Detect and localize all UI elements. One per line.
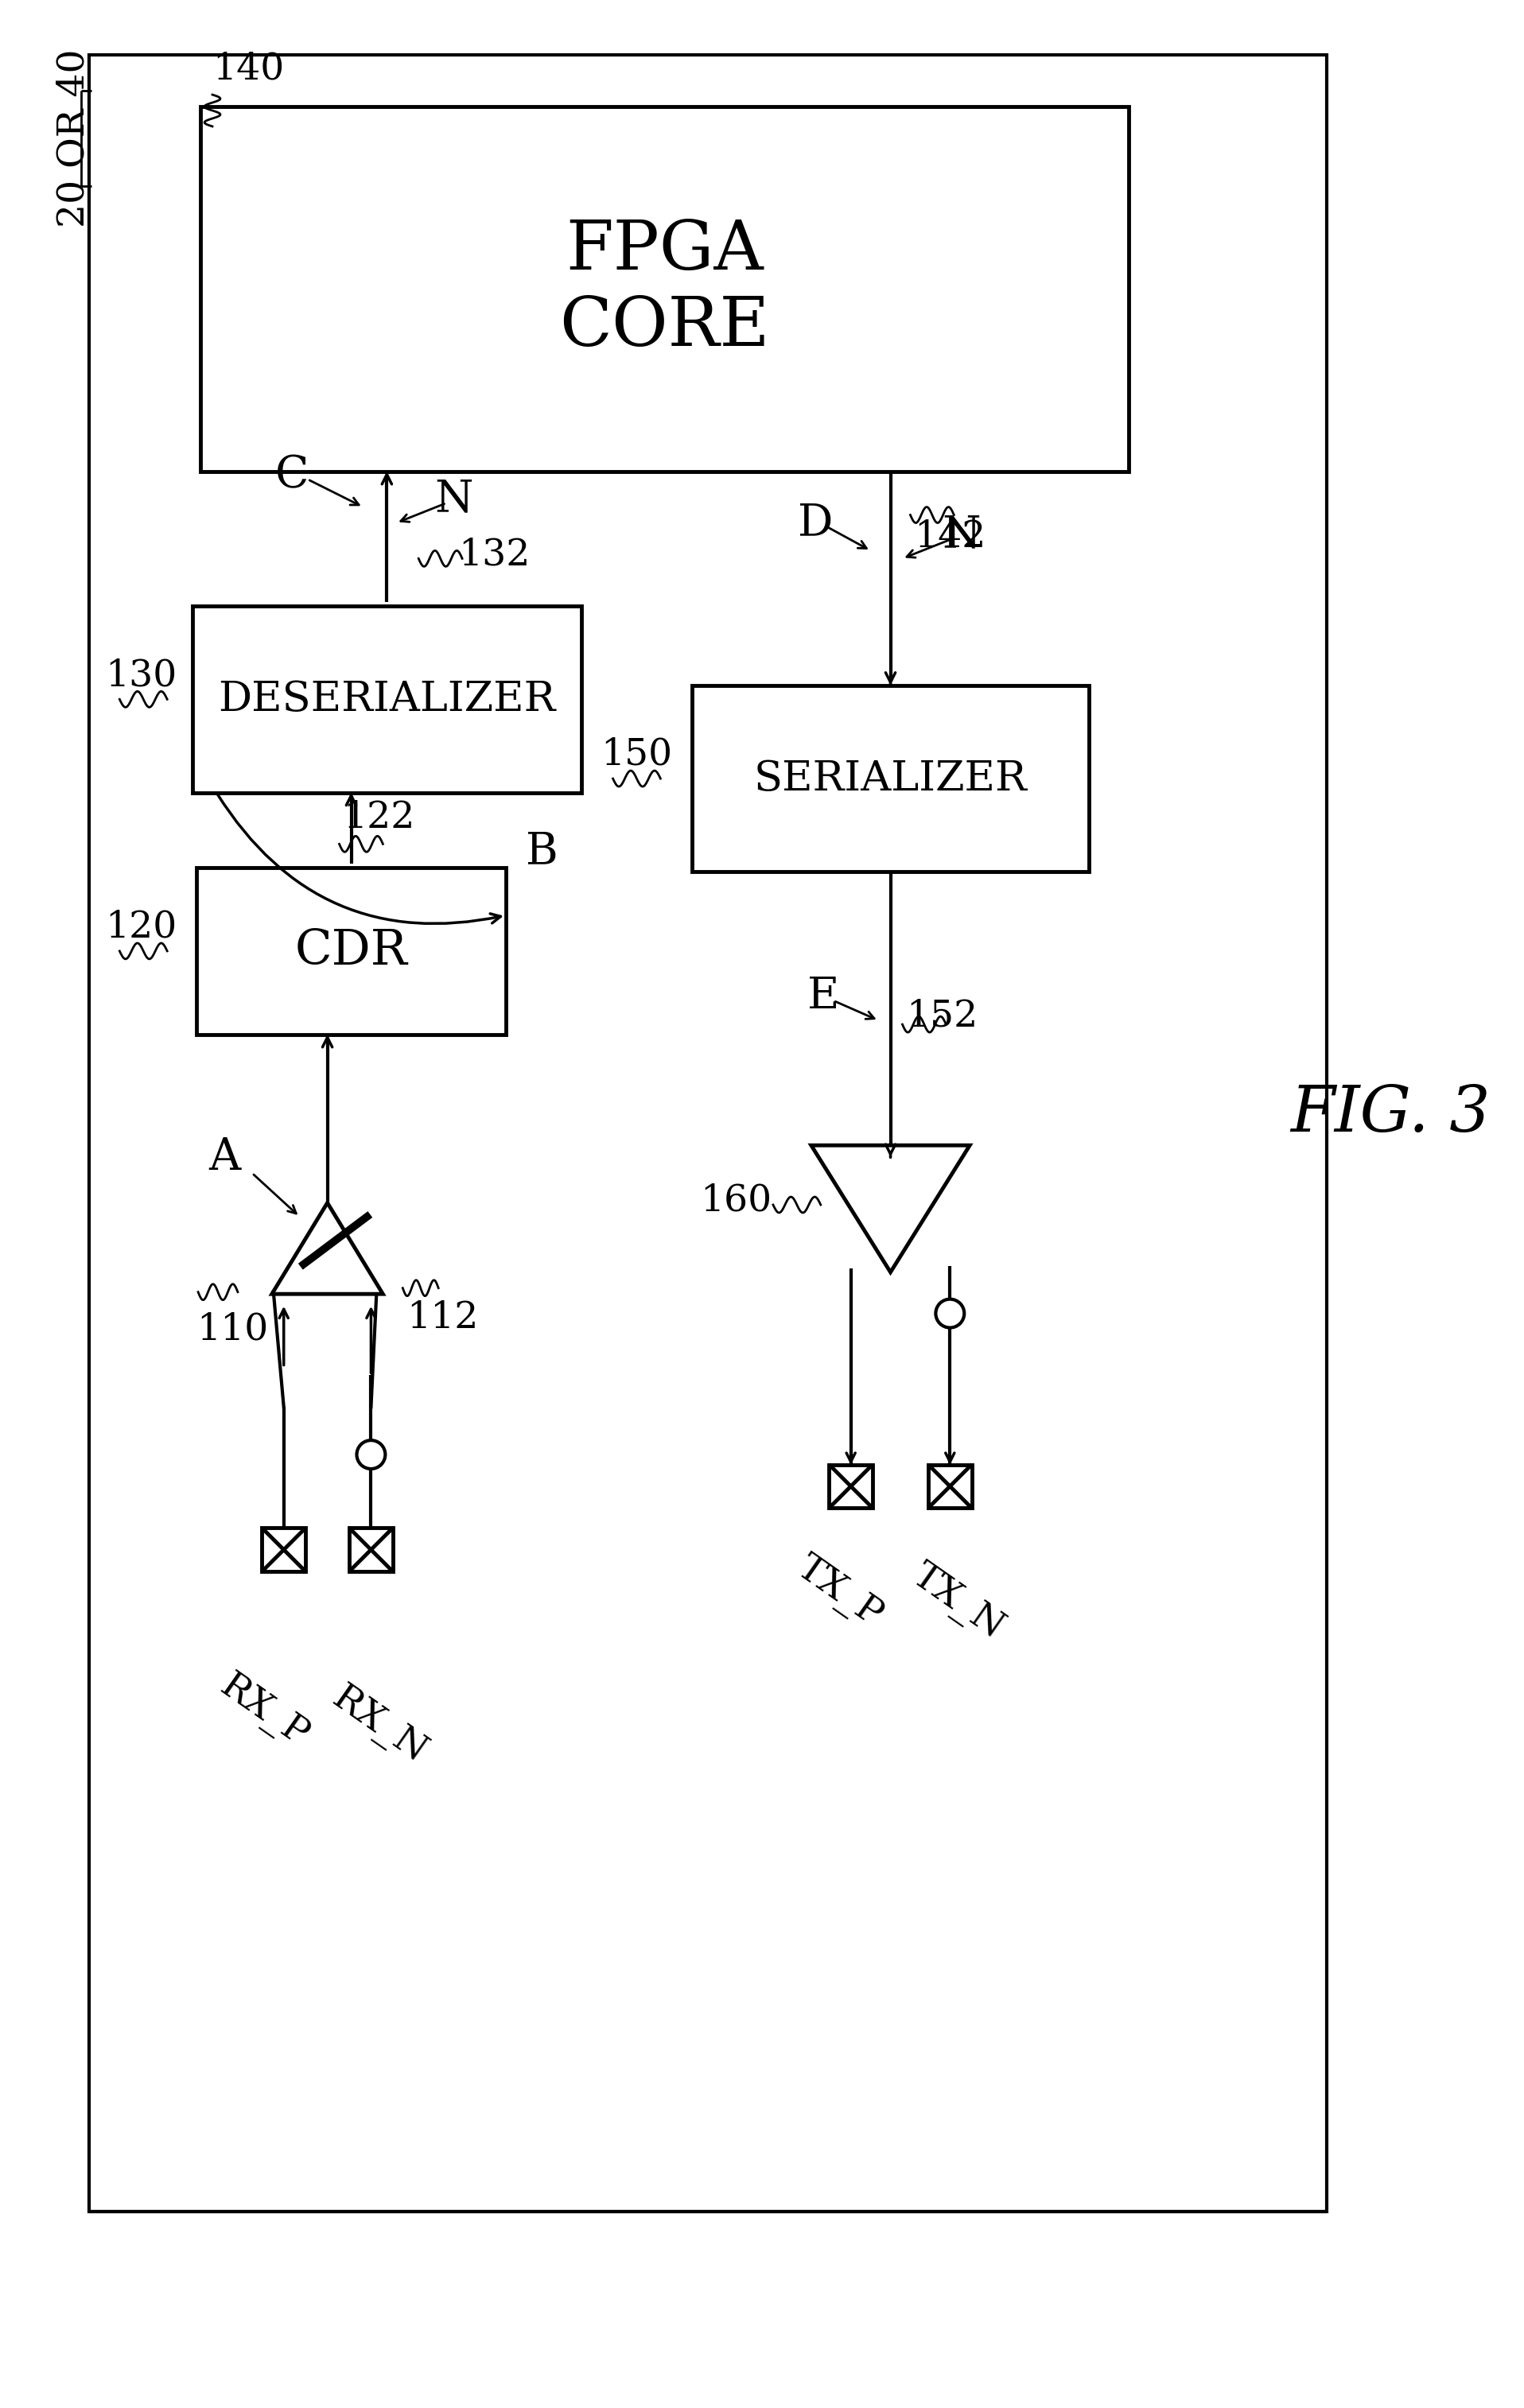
Text: TX_N: TX_N (905, 1558, 1010, 1647)
Text: CDR: CDR (294, 927, 407, 975)
Text: 152: 152 (907, 999, 978, 1035)
Text: 132: 132 (459, 537, 530, 573)
Text: N: N (942, 513, 981, 556)
Text: 140: 140 (212, 51, 283, 87)
Text: 112: 112 (407, 1300, 479, 1336)
Text: N: N (434, 477, 472, 520)
Text: RX_N: RX_N (325, 1681, 433, 1772)
Text: 122: 122 (343, 799, 415, 836)
Text: 160: 160 (700, 1182, 771, 1218)
Text: D: D (797, 501, 832, 544)
Bar (90, 55, 1327, 2213)
Text: TX_P: TX_P (789, 1551, 888, 1635)
Text: FPGA
CORE: FPGA CORE (559, 217, 770, 361)
Polygon shape (811, 1146, 969, 1271)
Text: 142: 142 (914, 518, 986, 554)
Bar (262, 1529, 306, 1572)
Bar (829, 1464, 873, 1507)
Text: SERIALIZER: SERIALIZER (754, 759, 1027, 799)
Text: DESERIALIZER: DESERIALIZER (218, 679, 556, 720)
Text: 150: 150 (600, 737, 672, 773)
Bar (928, 1464, 972, 1507)
Bar (192, 607, 581, 792)
Bar (197, 867, 506, 1035)
Bar (201, 106, 1128, 472)
Text: C: C (274, 453, 308, 496)
Text: B: B (526, 831, 558, 874)
Text: 130: 130 (105, 657, 177, 694)
Circle shape (936, 1300, 965, 1327)
Circle shape (357, 1440, 386, 1469)
Text: E: E (808, 975, 840, 1019)
Text: 110: 110 (197, 1312, 268, 1348)
Text: 20 OR 40: 20 OR 40 (55, 48, 91, 229)
Text: A: A (209, 1137, 241, 1180)
Bar (692, 686, 1088, 872)
Text: RX_P: RX_P (213, 1669, 315, 1755)
Bar (349, 1529, 393, 1572)
Text: 120: 120 (105, 910, 177, 946)
Text: FIG. 3: FIG. 3 (1291, 1084, 1490, 1144)
Polygon shape (271, 1204, 383, 1293)
